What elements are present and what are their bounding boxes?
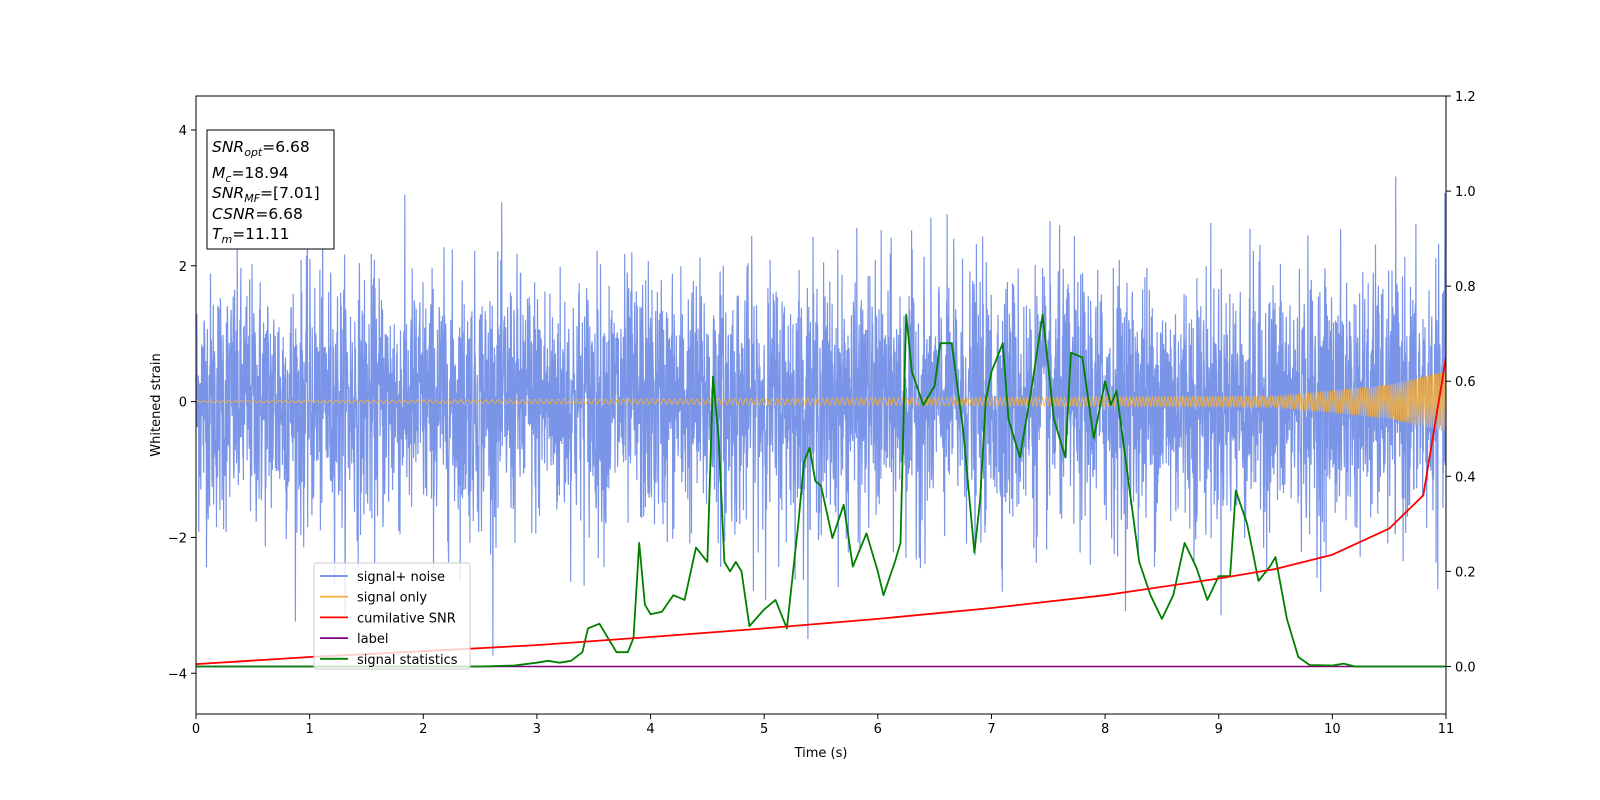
y-left-tick-label: −4 <box>168 667 187 682</box>
legend-label: signal statistics <box>357 653 458 668</box>
info-snr-opt: SNRopt=6.68 <box>212 138 310 159</box>
x-tick-label: 11 <box>1438 722 1455 737</box>
x-axis: 0 1 2 3 4 5 6 7 8 9 10 11 <box>192 714 1454 737</box>
series-signal-plus-noise <box>196 176 1446 656</box>
y-right-tick-label: 0.6 <box>1455 375 1476 390</box>
series-signal-statistics <box>196 313 1446 668</box>
y-right-tick-label: 1.0 <box>1455 185 1476 200</box>
x-axis-label: Time (s) <box>794 746 848 761</box>
info-box: SNRopt=6.68 Mc=18.94 SNRMF=[7.01] CSNR=6… <box>206 129 335 250</box>
info-box-frame <box>206 129 335 250</box>
legend-label: cumilative SNR <box>357 611 456 626</box>
y-axis-left: −4 −2 0 2 4 <box>168 124 196 682</box>
y-right-tick-label: 0.4 <box>1455 470 1476 485</box>
y-right-tick-label: 0.8 <box>1455 280 1476 295</box>
legend-label: signal+ noise <box>357 570 445 585</box>
y-axis-right: 0.0 0.2 0.4 0.6 0.8 1.0 1.2 <box>1446 90 1476 675</box>
x-tick-label: 6 <box>874 722 882 737</box>
y-right-tick-label: 0.0 <box>1455 660 1476 675</box>
y-left-tick-label: 0 <box>179 396 187 411</box>
y-axis-label: Whitened strain <box>149 353 164 456</box>
x-tick-label: 8 <box>1101 722 1109 737</box>
x-tick-label: 4 <box>646 722 654 737</box>
x-tick-label: 10 <box>1324 722 1341 737</box>
series-signal-only <box>196 371 1446 433</box>
y-left-tick-label: 4 <box>179 124 187 139</box>
x-tick-label: 7 <box>987 722 995 737</box>
y-left-tick-label: −2 <box>168 531 187 546</box>
x-tick-label: 0 <box>192 722 200 737</box>
legend: signal+ noise signal only cumilative SNR la… <box>313 562 471 670</box>
info-mc: Mc=18.94 <box>212 164 289 185</box>
info-tm: Tm=11.11 <box>212 225 290 246</box>
x-tick-label: 2 <box>419 722 427 737</box>
legend-frame <box>313 562 471 670</box>
x-tick-label: 1 <box>305 722 313 737</box>
y-right-tick-label: 1.2 <box>1455 90 1476 105</box>
info-snr-mf: SNRMF=[7.01] <box>212 184 320 205</box>
y-left-tick-label: 2 <box>179 260 187 275</box>
legend-label: signal only <box>357 591 427 606</box>
x-tick-label: 5 <box>760 722 768 737</box>
legend-label: label <box>357 632 388 647</box>
x-tick-label: 3 <box>533 722 541 737</box>
x-tick-label: 9 <box>1215 722 1223 737</box>
y-right-tick-label: 0.2 <box>1455 565 1476 580</box>
info-csnr: CSNR=6.68 <box>212 205 303 223</box>
plot-frame <box>195 95 1447 715</box>
